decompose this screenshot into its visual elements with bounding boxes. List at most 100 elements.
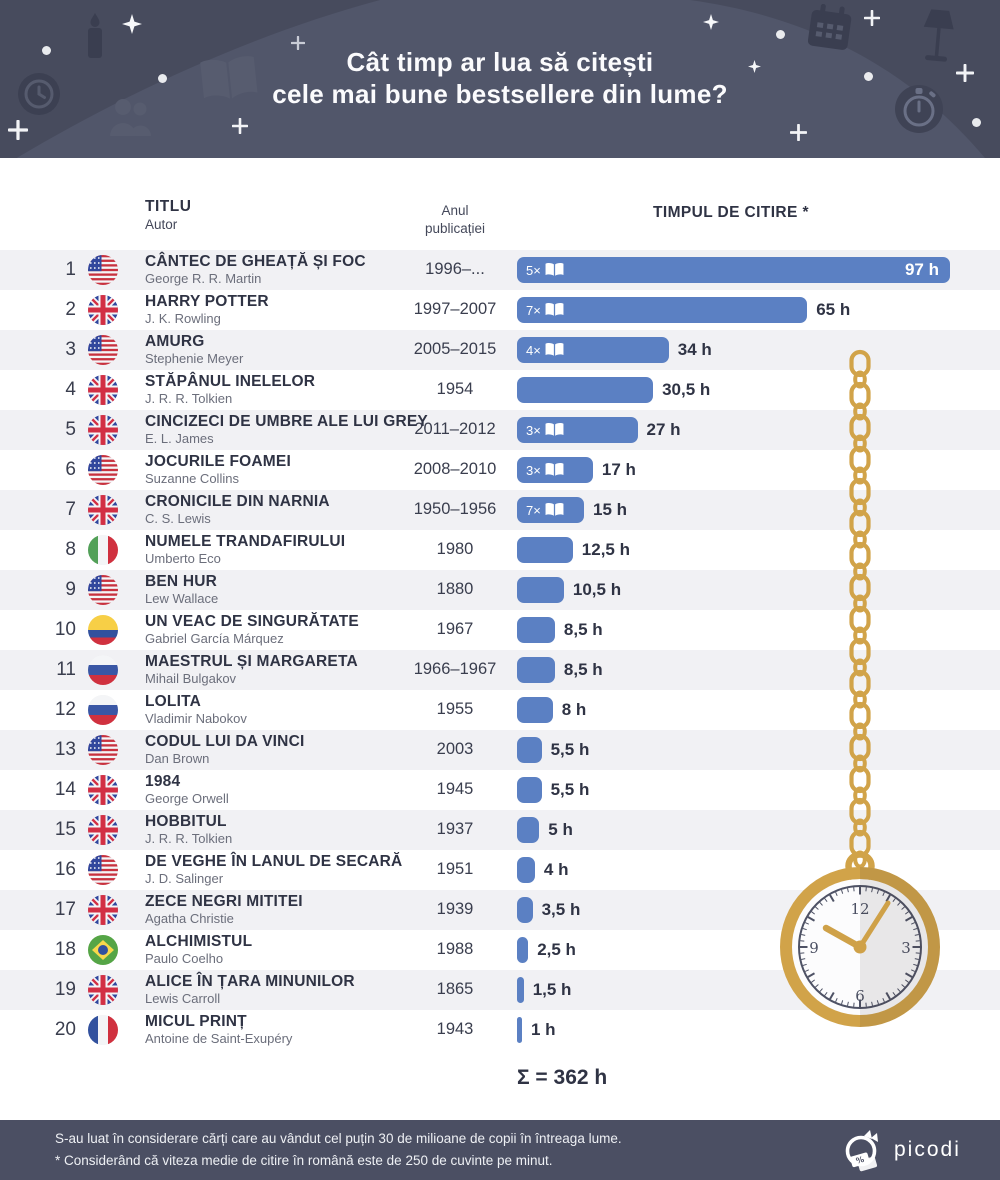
hours-label: 12,5 h	[581, 540, 630, 559]
table-row: 1 CÂNTEC DE GHEAȚĂ ȘI FOC George R. R. M…	[0, 250, 1000, 290]
open-book-icon	[545, 423, 564, 436]
bestseller-list: 1 CÂNTEC DE GHEAȚĂ ȘI FOC George R. R. M…	[0, 250, 1000, 1050]
footer: S-au luat în considerare cărți care au v…	[0, 1120, 1000, 1180]
hours-label: 5,5 h	[550, 780, 590, 799]
rank-number: 14	[54, 779, 76, 800]
book-author: C. S. Lewis	[145, 511, 211, 526]
plus-decoration	[790, 124, 807, 141]
watch-numbers: 12 3 6 9	[809, 900, 911, 1005]
rank-number: 13	[54, 739, 76, 760]
book-title: HARRY POTTER	[145, 293, 269, 310]
publication-year: 1945	[436, 780, 474, 798]
title-cell: JOCURILE FOAMEI Suzanne Collins	[145, 453, 513, 486]
book-author: George R. R. Martin	[145, 271, 262, 286]
title-cell: ZECE NEGRI MITITEI Agatha Christie	[145, 893, 513, 926]
reading-time-bar	[517, 817, 540, 843]
column-header-year-line2: publicației	[424, 221, 486, 236]
hours-label: 8,5 h	[563, 660, 603, 679]
reading-time-bar: 7×	[517, 497, 584, 523]
table-row: 16 DE VEGHE ÎN LANUL DE SECARĂ J. D. Sal…	[0, 850, 1000, 890]
publication-year: 1955	[436, 700, 474, 718]
publication-year: 1967	[436, 620, 474, 638]
table-row: 6 JOCURILE FOAMEI Suzanne Collins 2008–2…	[0, 450, 1000, 490]
table-row: 7 CRONICILE DIN NARNIA C. S. Lewis 1950–…	[0, 490, 1000, 530]
volumes-count: 3×	[526, 462, 541, 478]
dot-decoration	[864, 72, 873, 81]
volumes-badge: 4×	[526, 342, 565, 358]
publication-year: 2008–2010	[413, 460, 497, 478]
svg-text:6: 6	[855, 987, 865, 1005]
rank-number: 5	[65, 419, 76, 440]
country-flag-icon	[88, 775, 118, 805]
svg-text:9: 9	[809, 939, 819, 957]
minute-hand	[857, 900, 891, 950]
book-title: STĂPÂNUL INELELOR	[145, 373, 316, 390]
plus-decoration	[8, 120, 28, 140]
open-book-icon	[545, 303, 564, 316]
table-row: 10 UN VEAC DE SINGURĂTATE Gabriel García…	[0, 610, 1000, 650]
reading-time-bar	[517, 777, 542, 803]
svg-text:3: 3	[901, 939, 911, 957]
rank-number: 16	[54, 859, 76, 880]
book-title: MICUL PRINȚ	[145, 1013, 247, 1030]
country-flag-icon	[88, 695, 118, 725]
bar-cell: 4 h	[517, 857, 568, 883]
table-row: 5 CINCIZECI DE UMBRE ALE LUI GREY E. L. …	[0, 410, 1000, 450]
bar-cell: 8 h	[517, 697, 586, 723]
book-title: MAESTRUL ȘI MARGARETA	[145, 653, 358, 670]
plus-decoration	[956, 64, 974, 82]
dot-decoration	[42, 46, 51, 55]
bar-cell: 5,5 h	[517, 777, 589, 803]
book-title: AMURG	[145, 333, 205, 350]
title-cell: CINCIZECI DE UMBRE ALE LUI GREY E. L. Ja…	[145, 413, 513, 446]
book-title: ZECE NEGRI MITITEI	[145, 893, 303, 910]
rank-number: 19	[54, 979, 76, 1000]
country-flag-icon	[88, 415, 118, 445]
rank-number: 9	[65, 579, 76, 600]
book-author: J. R. R. Tolkien	[145, 391, 233, 406]
calendar-icon	[808, 4, 852, 50]
book-title: DE VEGHE ÎN LANUL DE SECARĂ	[145, 853, 403, 870]
book-title: BEN HUR	[145, 573, 218, 590]
title-cell: 1984 George Orwell	[145, 773, 513, 806]
book-author: Umberto Eco	[145, 551, 221, 566]
people-icon	[110, 99, 151, 136]
bar-cell: 3× 17 h	[517, 457, 636, 483]
country-flag-icon	[88, 295, 118, 325]
title-cell: HOBBITUL J. R. R. Tolkien	[145, 813, 513, 846]
book-author: Mihail Bulgakov	[145, 671, 237, 686]
sparkle-icon	[748, 60, 761, 73]
dot-decoration	[776, 30, 785, 39]
country-flag-icon	[88, 815, 118, 845]
country-flag-icon	[88, 935, 118, 965]
brand-logo: % picodi	[840, 1120, 961, 1180]
table-row: 12 LOLITA Vladimir Nabokov 1955 8 h	[0, 690, 1000, 730]
bar-cell: 2,5 h	[517, 937, 576, 963]
bar-cell: 8,5 h	[517, 657, 603, 683]
rank-number: 7	[65, 499, 76, 520]
bar-cell: 7× 65 h	[517, 297, 850, 323]
table-row: 4 STĂPÂNUL INELELOR J. R. R. Tolkien 195…	[0, 370, 1000, 410]
watch-case	[780, 867, 940, 1027]
hours-label: 65 h	[816, 300, 851, 319]
volumes-count: 5×	[526, 262, 541, 278]
plus-decoration	[864, 10, 880, 26]
column-header-title: TITLU	[145, 198, 192, 215]
country-flag-icon	[88, 895, 118, 925]
reading-time-bar	[517, 697, 553, 723]
book-author: Antoine de Saint-Exupéry	[145, 1031, 293, 1046]
book-author: Suzanne Collins	[145, 471, 239, 486]
reading-time-bar: 7×	[517, 297, 808, 323]
footer-note-2: * Considerând că viteza medie de citire …	[55, 1153, 553, 1168]
book-author: Gabriel García Márquez	[145, 631, 284, 646]
title-cell: ALCHIMISTUL Paulo Coelho	[145, 933, 513, 966]
header: Cât timp ar lua să citești cele mai bune…	[0, 0, 1000, 158]
book-author: Lew Wallace	[145, 591, 219, 606]
country-flag-icon	[88, 255, 118, 285]
volumes-count: 3×	[526, 422, 541, 438]
dot-decoration	[972, 118, 981, 127]
book-title: HOBBITUL	[145, 813, 227, 830]
title-cell: AMURG Stephenie Meyer	[145, 333, 513, 366]
page-title-line1: Cât timp ar lua să citești	[346, 47, 654, 77]
svg-text:%: %	[855, 1155, 865, 1166]
